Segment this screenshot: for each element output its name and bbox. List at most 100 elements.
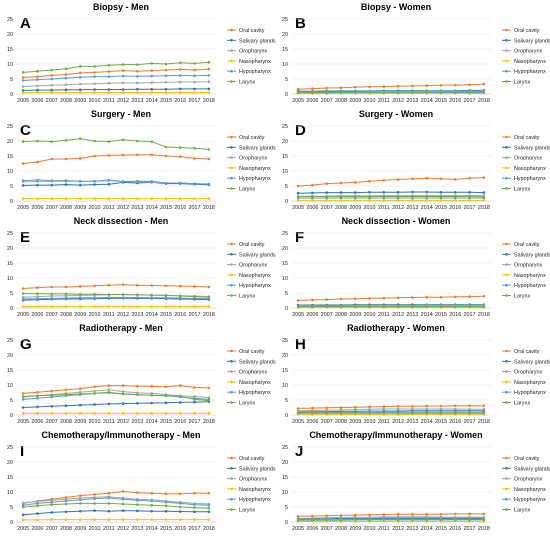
data-point <box>453 199 457 202</box>
x-tick-label: 2011 <box>103 312 115 318</box>
x-tick-label: 2005 <box>292 526 304 532</box>
data-point <box>207 74 211 77</box>
data-point <box>78 292 82 296</box>
x-tick-label: 2010 <box>89 419 101 425</box>
legend-label: Hypopharynx <box>514 283 546 289</box>
data-point <box>93 179 96 183</box>
x-tick-label: 2005 <box>292 98 304 104</box>
data-point <box>78 183 82 187</box>
data-point <box>64 73 68 76</box>
series-line <box>23 497 209 506</box>
data-point <box>311 406 314 410</box>
data-point <box>339 181 343 185</box>
data-point <box>325 408 329 412</box>
data-point <box>482 411 486 415</box>
data-point <box>64 404 68 408</box>
data-point <box>121 384 125 387</box>
data-point <box>121 153 125 157</box>
data-point <box>78 285 82 288</box>
data-point <box>468 515 471 519</box>
legend-label: Hypopharynx <box>239 497 271 503</box>
x-tick-label: 2016 <box>449 419 461 425</box>
data-point <box>107 178 111 182</box>
x-tick-label: 2011 <box>103 98 115 104</box>
x-tick-label: 2013 <box>131 526 143 532</box>
data-point <box>121 509 125 512</box>
data-point <box>353 515 357 519</box>
series-line <box>23 154 209 164</box>
legend-swatch-marker <box>230 187 233 190</box>
data-point <box>411 305 414 308</box>
y-tick-label: 5 <box>285 291 288 297</box>
legend-swatch-marker <box>230 401 233 404</box>
series-oral-cavity <box>296 404 486 410</box>
legend-label: Larynx <box>239 80 255 86</box>
data-point <box>339 195 343 198</box>
data-point <box>36 84 39 88</box>
x-tick-label: 2011 <box>378 526 390 532</box>
x-tick-label: 2009 <box>349 526 361 532</box>
legend-swatch-marker <box>505 263 508 266</box>
legend-label: Larynx <box>514 401 530 407</box>
legend-label: Larynx <box>239 187 255 193</box>
data-point <box>21 518 25 522</box>
x-tick-label: 2008 <box>335 205 347 211</box>
data-point <box>164 509 168 513</box>
x-tick-label: 2005 <box>17 419 29 425</box>
series-oral-cavity <box>296 512 486 518</box>
data-point <box>164 500 168 504</box>
data-point <box>121 74 125 78</box>
y-tick-label: 0 <box>285 520 288 526</box>
data-point <box>150 411 154 415</box>
data-point <box>353 199 357 202</box>
data-point <box>178 87 182 91</box>
data-point <box>50 88 54 92</box>
data-point <box>64 305 68 308</box>
data-point <box>207 411 211 415</box>
y-tick-label: 5 <box>285 184 288 190</box>
data-point <box>36 500 39 503</box>
data-point <box>296 191 300 195</box>
series-larynx <box>21 137 211 151</box>
x-tick-label: 2012 <box>117 98 129 104</box>
y-tick-label: 0 <box>10 413 13 419</box>
data-point <box>150 153 154 157</box>
legend-swatch-marker <box>505 69 508 73</box>
data-point <box>325 90 329 94</box>
data-point <box>339 86 343 89</box>
y-tick-label: 20 <box>7 139 13 145</box>
data-point <box>78 197 82 200</box>
data-point <box>411 518 414 522</box>
legend-swatch-marker <box>230 242 233 246</box>
data-point <box>36 518 39 522</box>
data-point <box>482 515 486 519</box>
data-point <box>78 496 82 500</box>
data-point <box>178 68 182 71</box>
x-tick-label: 2005 <box>17 205 29 211</box>
data-point <box>150 518 154 521</box>
data-point <box>193 395 196 398</box>
data-point <box>64 139 68 142</box>
y-tick-label: 15 <box>282 368 288 374</box>
y-tick-label: 15 <box>282 475 288 481</box>
data-point <box>453 515 457 519</box>
x-tick-label: 2017 <box>189 205 201 211</box>
data-point <box>193 411 196 415</box>
data-point <box>482 408 486 411</box>
data-point <box>150 305 154 308</box>
panel-letter: D <box>295 122 306 139</box>
data-point <box>439 84 443 87</box>
x-tick-label: 2012 <box>117 312 129 318</box>
panel-title: Chemotherapy/Immunotherapy - Men <box>41 430 200 440</box>
series-oral-cavity <box>296 82 486 91</box>
data-point <box>164 62 168 66</box>
data-point <box>382 405 386 408</box>
legend-label: Oropharynx <box>239 49 267 55</box>
data-point <box>468 176 471 180</box>
data-point <box>64 157 68 161</box>
legend-swatch-marker <box>230 370 233 373</box>
data-point <box>36 139 39 143</box>
data-point <box>439 199 443 202</box>
data-point <box>453 518 457 522</box>
legend-swatch-marker <box>230 508 233 511</box>
